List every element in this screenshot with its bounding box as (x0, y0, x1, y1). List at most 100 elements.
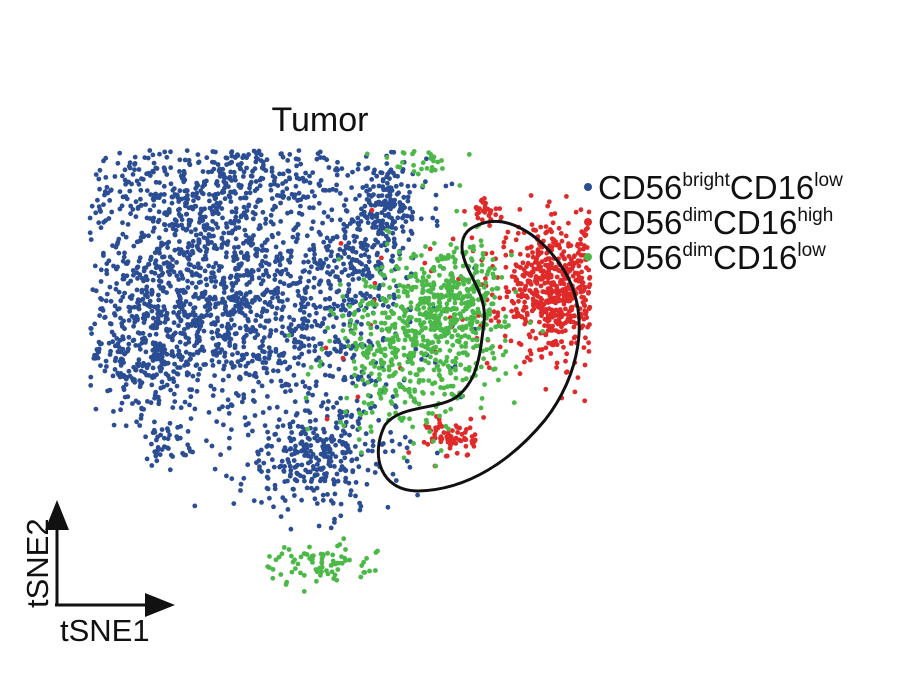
data-point (267, 299, 273, 305)
data-point (365, 243, 370, 249)
data-point (334, 265, 339, 270)
data-point (562, 263, 568, 268)
data-point (373, 550, 379, 555)
data-point (393, 478, 399, 483)
data-point (430, 301, 436, 307)
data-point (328, 253, 334, 259)
data-point (298, 275, 303, 281)
data-point (341, 227, 347, 232)
data-point (168, 149, 173, 155)
data-point (283, 179, 289, 184)
data-point (378, 243, 384, 249)
data-point (426, 378, 432, 383)
data-point (338, 458, 344, 464)
data-point (237, 290, 243, 296)
data-point (153, 179, 159, 185)
data-point (505, 229, 511, 235)
data-point (167, 254, 173, 260)
data-point (294, 478, 300, 484)
data-point (321, 239, 327, 245)
data-point (347, 323, 353, 329)
data-point (318, 467, 324, 472)
data-point (380, 220, 385, 226)
data-point (150, 229, 156, 234)
data-point (360, 314, 365, 320)
data-point (243, 370, 249, 376)
data-point (534, 279, 540, 285)
data-point (476, 326, 482, 331)
data-point (160, 254, 165, 260)
data-point (148, 254, 154, 260)
data-point (299, 326, 305, 331)
data-point (104, 271, 110, 277)
data-point (253, 246, 259, 252)
data-point (329, 217, 335, 223)
data-point (206, 410, 212, 415)
data-point (374, 211, 380, 217)
data-point (196, 240, 202, 246)
data-point (361, 570, 367, 575)
data-point (328, 286, 333, 291)
data-point (168, 283, 173, 289)
data-point (527, 288, 533, 293)
data-point (359, 341, 365, 347)
data-point (158, 385, 164, 391)
data-point (144, 311, 150, 316)
data-point (334, 234, 340, 239)
data-point (564, 319, 570, 324)
data-point (142, 155, 148, 161)
data-point (203, 249, 209, 255)
data-point (310, 392, 315, 398)
data-point (260, 410, 266, 415)
data-point (127, 188, 133, 194)
data-point (114, 336, 120, 341)
data-point (333, 454, 339, 459)
data-point (252, 328, 258, 334)
data-point (332, 258, 337, 264)
data-point (273, 244, 279, 250)
data-point (187, 312, 193, 318)
data-point (158, 267, 164, 272)
data-point (209, 358, 215, 363)
data-point (390, 448, 396, 454)
data-point (324, 235, 330, 241)
data-point (132, 154, 138, 160)
data-point (267, 554, 272, 559)
data-point (204, 438, 209, 444)
data-point (210, 270, 216, 276)
legend: CD56brightCD16lowCD56dimCD16highCD56dimC… (584, 169, 843, 276)
data-point (431, 240, 437, 246)
data-point (401, 345, 407, 351)
data-point (441, 385, 447, 391)
data-point (407, 189, 412, 195)
data-point (305, 259, 311, 265)
data-point (304, 445, 310, 451)
data-point (206, 192, 212, 197)
data-point (236, 244, 241, 250)
data-point (340, 302, 345, 308)
data-point (396, 266, 401, 271)
data-point (409, 231, 415, 236)
data-point (132, 316, 137, 321)
series-2-points (265, 149, 546, 594)
data-point (431, 154, 437, 160)
data-point (114, 281, 119, 286)
data-point (402, 434, 408, 440)
data-point (396, 190, 401, 196)
data-point (351, 218, 356, 224)
data-point (241, 395, 247, 401)
data-point (149, 463, 155, 468)
data-point (204, 282, 210, 288)
data-point (313, 426, 318, 432)
data-point (503, 349, 509, 354)
data-point (172, 232, 178, 238)
data-point (340, 313, 346, 319)
data-point (353, 366, 358, 371)
data-point (434, 256, 440, 262)
data-point (210, 211, 216, 217)
data-point (177, 365, 183, 370)
data-point (247, 185, 252, 191)
data-point (380, 177, 386, 182)
data-point (377, 372, 382, 377)
data-point (289, 452, 295, 457)
